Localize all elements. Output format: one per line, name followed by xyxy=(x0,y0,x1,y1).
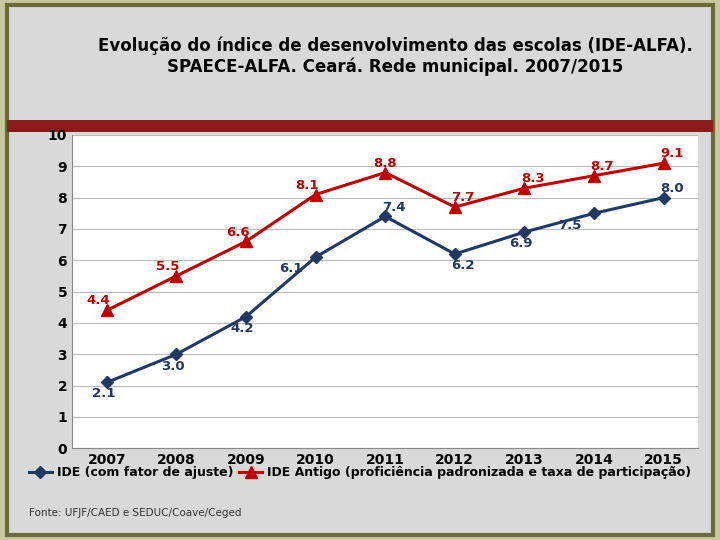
Text: 8.1: 8.1 xyxy=(295,179,319,192)
Text: 7.7: 7.7 xyxy=(451,191,474,204)
Text: 6.6: 6.6 xyxy=(226,226,249,239)
Text: 8.8: 8.8 xyxy=(374,157,397,170)
Text: 9.1: 9.1 xyxy=(660,147,683,160)
Text: 4.4: 4.4 xyxy=(86,294,110,307)
Text: 8.3: 8.3 xyxy=(521,172,544,185)
Legend: IDE (com fator de ajuste), IDE Antigo (proficiência padronizada e taxa de partic: IDE (com fator de ajuste), IDE Antigo (p… xyxy=(24,461,696,484)
Text: 5.5: 5.5 xyxy=(156,260,180,273)
Text: 8.0: 8.0 xyxy=(660,183,684,195)
Text: 8.7: 8.7 xyxy=(590,160,614,173)
Text: 7.4: 7.4 xyxy=(382,201,405,214)
Text: 6.9: 6.9 xyxy=(509,238,533,251)
Text: 3.0: 3.0 xyxy=(161,360,185,373)
Text: 7.5: 7.5 xyxy=(558,219,581,232)
Text: 6.2: 6.2 xyxy=(451,259,475,272)
Text: 2.1: 2.1 xyxy=(91,387,115,400)
Text: 4.2: 4.2 xyxy=(231,322,254,335)
Text: 6.1: 6.1 xyxy=(279,261,303,275)
Text: Evolução do índice de desenvolvimento das escolas (IDE-ALFA).
SPAECE-ALFA. Ceará: Evolução do índice de desenvolvimento da… xyxy=(98,37,693,76)
Text: Fonte: UFJF/CAED e SEDUC/Coave/Ceged: Fonte: UFJF/CAED e SEDUC/Coave/Ceged xyxy=(29,508,241,518)
